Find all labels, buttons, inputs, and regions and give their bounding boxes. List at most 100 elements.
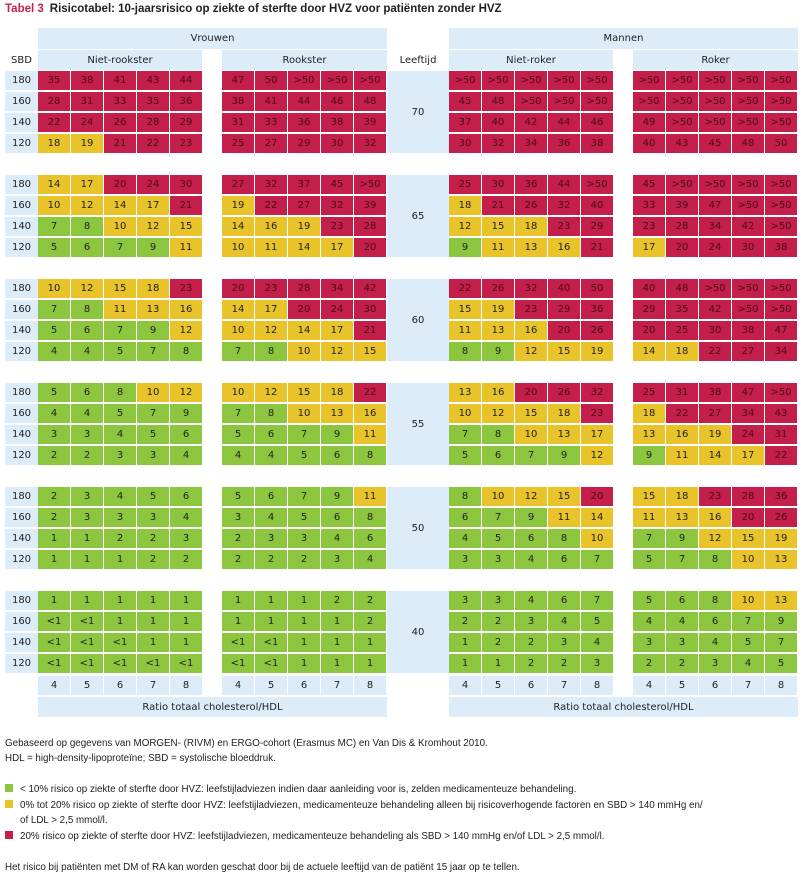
risk-cell: 22 — [137, 134, 169, 153]
risk-cell: 9 — [482, 342, 514, 361]
risk-cell: 8 — [104, 383, 136, 402]
risk-cell: >50 — [666, 71, 698, 90]
ratio-value: 5 — [255, 676, 287, 695]
risk-cell: 2 — [482, 612, 514, 631]
risk-cell: 50 — [581, 279, 613, 298]
risk-cell: 48 — [732, 134, 764, 153]
risk-cell: 3 — [38, 425, 70, 444]
risk-cell: 13 — [765, 550, 797, 569]
risk-cell: 22 — [255, 196, 287, 215]
sbd-label: 180 — [5, 383, 38, 402]
red-swatch-icon — [5, 831, 13, 839]
source-note: Gebaseerd op gegevens van MORGEN- (RIVM)… — [5, 738, 488, 749]
risk-cell: 4 — [699, 633, 731, 652]
risk-cell: 12 — [321, 342, 353, 361]
risk-cell: >50 — [548, 71, 580, 90]
risk-cell: 4 — [321, 529, 353, 548]
sbd-label: 140 — [5, 321, 38, 340]
legend-red: 20% risico op ziekte of sterfte door HVZ… — [5, 831, 604, 842]
risk-cell: 1 — [321, 654, 353, 673]
risk-cell: 14 — [288, 238, 320, 257]
risk-cell: 9 — [137, 321, 169, 340]
risk-cell: 1 — [222, 591, 254, 610]
risk-cell: 32 — [255, 175, 287, 194]
risk-cell: 11 — [548, 508, 580, 527]
risk-cell: 17 — [255, 300, 287, 319]
risk-cell: 31 — [222, 113, 254, 132]
ratio-value: 6 — [699, 676, 731, 695]
risk-cell: >50 — [765, 383, 797, 402]
risk-cell: >50 — [666, 175, 698, 194]
risk-cell: 9 — [449, 238, 481, 257]
risk-cell: 32 — [548, 196, 580, 215]
risk-cell: 8 — [699, 591, 731, 610]
sbd-label: 160 — [5, 196, 38, 215]
risk-cell: >50 — [765, 196, 797, 215]
risk-cell: >50 — [581, 71, 613, 90]
risk-cell: 32 — [581, 383, 613, 402]
risk-cell: 16 — [699, 508, 731, 527]
ratio-value: 8 — [170, 676, 202, 695]
risk-cell: 3 — [71, 425, 103, 444]
risk-cell: 49 — [633, 113, 665, 132]
risk-cell: 4 — [71, 342, 103, 361]
ratio-value: 6 — [288, 676, 320, 695]
risk-cell: 18 — [515, 217, 547, 236]
legend-red-text: 20% risico op ziekte of sterfte door HVZ… — [20, 831, 605, 842]
legend-yellow: 0% tot 20% risico op ziekte of sterfte d… — [5, 800, 703, 811]
risk-cell: 7 — [449, 425, 481, 444]
risk-cell: 39 — [666, 196, 698, 215]
risk-cell: 8 — [449, 342, 481, 361]
risk-cell: 1 — [222, 612, 254, 631]
risk-cell: >50 — [732, 279, 764, 298]
risk-cell: 22 — [666, 404, 698, 423]
risk-cell: 12 — [255, 383, 287, 402]
risk-cell: 1 — [38, 550, 70, 569]
risk-cell: 3 — [104, 446, 136, 465]
risk-cell: 43 — [666, 134, 698, 153]
risk-cell: 5 — [288, 446, 320, 465]
risk-cell: 10 — [288, 342, 320, 361]
risk-cell: 7 — [137, 404, 169, 423]
ratio-value: 5 — [666, 676, 698, 695]
risk-cell: 23 — [581, 404, 613, 423]
risk-cell: 15 — [732, 529, 764, 548]
risk-cell: >50 — [581, 92, 613, 111]
risk-cell: 2 — [321, 591, 353, 610]
risk-cell: 23 — [170, 134, 202, 153]
sbd-label: 180 — [5, 591, 38, 610]
risk-cell: 10 — [288, 404, 320, 423]
risk-cell: 6 — [170, 425, 202, 444]
risk-cell: 17 — [71, 175, 103, 194]
risk-cell: 9 — [548, 446, 580, 465]
risk-cell: 28 — [732, 487, 764, 506]
risk-cell: 12 — [71, 196, 103, 215]
risk-cell: 18 — [449, 196, 481, 215]
risk-cell: 28 — [666, 217, 698, 236]
risk-cell: 38 — [732, 321, 764, 340]
risk-cell: 18 — [548, 404, 580, 423]
risk-cell: 5 — [137, 425, 169, 444]
risk-cell: 1 — [288, 612, 320, 631]
risk-cell: 14 — [222, 217, 254, 236]
risk-cell: 17 — [732, 446, 764, 465]
risk-cell: 15 — [354, 342, 386, 361]
risk-cell: 30 — [482, 175, 514, 194]
risk-cell: 1 — [71, 591, 103, 610]
risk-cell: 24 — [732, 425, 764, 444]
risk-cell: 3 — [137, 508, 169, 527]
risk-cell: 23 — [548, 217, 580, 236]
risk-cell: 36 — [548, 134, 580, 153]
risk-cell: 40 — [633, 134, 665, 153]
risk-cell: 1 — [170, 612, 202, 631]
risk-cell: 44 — [548, 113, 580, 132]
risk-cell: 14 — [288, 321, 320, 340]
risk-cell: 35 — [666, 300, 698, 319]
risk-cell: 16 — [666, 425, 698, 444]
risk-cell: 1 — [71, 550, 103, 569]
risk-cell: 4 — [548, 612, 580, 631]
risk-cell: 7 — [732, 612, 764, 631]
risk-cell: >50 — [732, 71, 764, 90]
risk-cell: 16 — [548, 238, 580, 257]
header-rookster: Rookster — [222, 50, 387, 70]
